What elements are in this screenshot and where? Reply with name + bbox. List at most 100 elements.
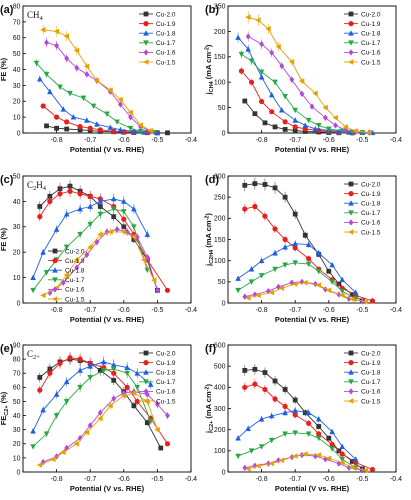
data-point [242, 384, 248, 390]
data-point [369, 466, 376, 473]
data-point [339, 459, 345, 466]
data-point [53, 28, 59, 35]
data-point [316, 424, 322, 429]
x-tick-label: -0.6 [118, 476, 130, 483]
data-point [292, 412, 298, 418]
data-point [127, 125, 134, 132]
data-point [279, 62, 285, 70]
panel-f: -0.8 -0.7 -0.6 -0.5 -0.4 0 100 200 300 400 500 600(… [204, 342, 402, 493]
legend-label: Cu-1.9 [65, 258, 85, 265]
series-line [39, 392, 158, 466]
data-point [315, 250, 322, 256]
data-point [158, 445, 164, 451]
data-point [40, 249, 46, 255]
x-tick-label: -0.6 [323, 307, 335, 314]
legend-label: Cu-1.8 [156, 31, 176, 38]
y-tick-label: 80 [13, 3, 21, 10]
data-point [235, 275, 241, 281]
y-tick-label: 400 [214, 385, 226, 392]
data-point [329, 428, 335, 435]
data-point [262, 120, 268, 126]
legend-label: Cu-1.5 [361, 398, 381, 405]
data-point [50, 456, 56, 463]
x-axis-label: Potential (V vs. RHE) [70, 145, 145, 154]
data-point [339, 276, 346, 283]
data-point [63, 33, 70, 39]
panel-c: -0.8 -0.7 -0.6 -0.5 -0.4 0 10 20 30 40 50(c) C2H4 Po… [0, 173, 197, 324]
y-tick-label: 300 [214, 406, 226, 413]
legend-marker [143, 59, 149, 65]
data-point [147, 418, 154, 425]
data-point [242, 464, 248, 471]
legend-label: Cu-1.8 [361, 201, 381, 208]
data-point [305, 241, 312, 247]
data-point [130, 390, 137, 396]
data-point [137, 129, 144, 135]
data-point [63, 272, 70, 278]
data-point [117, 126, 124, 133]
data-point [235, 453, 241, 460]
data-point [252, 111, 258, 117]
y-tick-label: 50 [13, 399, 21, 406]
data-point [155, 287, 160, 294]
series-cu-1.6 [40, 387, 170, 466]
data-point [235, 287, 241, 294]
data-point [265, 460, 271, 467]
y-tick-label: 50 [13, 173, 21, 180]
legend-label: Cu-1.9 [361, 360, 381, 367]
data-point [305, 261, 312, 268]
data-point [77, 124, 83, 130]
legend-label: Cu-1.6 [156, 389, 176, 396]
data-point [30, 274, 36, 280]
legend-label: Cu-2.0 [156, 350, 176, 357]
legend-label: Cu-2.0 [361, 181, 381, 188]
data-point [292, 430, 298, 436]
data-point [255, 292, 261, 299]
legend-marker [52, 277, 58, 283]
data-point [124, 364, 130, 370]
x-tick-label: -0.8 [51, 307, 63, 314]
data-point [77, 367, 83, 373]
data-point [130, 234, 137, 240]
legend-label: Cu-1.5 [156, 59, 176, 66]
series-cu-1.5 [245, 11, 372, 136]
panel-d: -0.8 -0.7 -0.6 -0.5 -0.4 0 50 100 150 200 250 300(d… [204, 173, 402, 324]
data-point [134, 233, 140, 241]
data-point [252, 203, 258, 210]
x-tick-label: -0.5 [151, 307, 163, 314]
data-point [131, 403, 137, 409]
data-point [272, 226, 278, 232]
data-point [74, 264, 80, 271]
data-point [121, 224, 127, 230]
data-point [255, 463, 261, 469]
series-cu-1.7 [33, 59, 157, 136]
legend-label: Cu-1.7 [156, 379, 176, 386]
data-point [275, 43, 281, 50]
y-tick-label: 70 [13, 19, 21, 26]
legend-label: Cu-2.0 [361, 11, 381, 18]
data-point [315, 282, 322, 289]
data-point [134, 370, 141, 376]
data-point [333, 122, 338, 129]
data-point [111, 128, 117, 135]
legend-marker [52, 296, 58, 302]
y-tick-label: 60 [13, 35, 21, 42]
y-tick-label: 0 [17, 469, 21, 476]
data-point [97, 231, 103, 238]
panel-annotation: C2+ [27, 349, 40, 361]
data-point [282, 236, 288, 243]
data-point [134, 398, 140, 405]
plot-frame [22, 344, 192, 473]
y-tick-label: 200 [214, 427, 226, 434]
data-point [329, 446, 335, 452]
y-tick-label: 80 [13, 357, 21, 364]
data-point [316, 431, 322, 437]
legend-label: Cu-1.8 [361, 31, 381, 38]
series-cu-1.8 [235, 240, 359, 295]
x-tick-label: -0.4 [185, 476, 197, 483]
data-point [40, 292, 46, 299]
legend-label: Cu-2.0 [65, 248, 85, 255]
data-point [369, 298, 376, 304]
data-point [326, 268, 332, 274]
x-tick-label: -0.7 [84, 137, 96, 144]
